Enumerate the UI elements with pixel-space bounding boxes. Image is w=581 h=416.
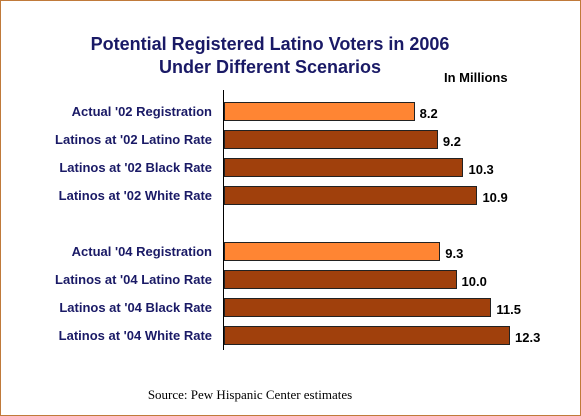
bar-value-label: 10.9 xyxy=(482,190,508,205)
bar xyxy=(224,186,478,205)
bar xyxy=(224,298,492,317)
chart-title-line-1: Potential Registered Latino Voters in 20… xyxy=(90,34,450,54)
bar-value-label: 11.5 xyxy=(496,302,521,317)
bar xyxy=(224,242,441,261)
source-note: Source: Pew Hispanic Center estimates xyxy=(147,387,353,402)
category-label: Latinos at '02 Latino Rate xyxy=(55,132,212,147)
bar xyxy=(224,270,457,289)
bar-value-label: 9.2 xyxy=(442,134,461,149)
category-label: Latinos at '04 Black Rate xyxy=(59,300,212,315)
bar xyxy=(224,102,415,121)
bar-value-label: 9.3 xyxy=(445,246,464,261)
bar xyxy=(224,130,438,149)
category-label: Actual '02 Registration xyxy=(71,104,212,119)
bar-value-label: 10.3 xyxy=(468,162,494,177)
category-axis-line xyxy=(223,90,224,350)
category-label: Latinos at '04 Latino Rate xyxy=(55,272,212,287)
category-label: Latinos at '04 White Rate xyxy=(58,328,212,343)
bar-value-label: 10.0 xyxy=(461,274,487,289)
category-label: Latinos at '02 White Rate xyxy=(58,188,212,203)
bar xyxy=(224,158,464,177)
bar xyxy=(224,326,510,345)
bar-value-label: 8.2 xyxy=(419,106,438,121)
chart-title: Potential Registered Latino Voters in 20… xyxy=(60,33,480,79)
category-label: Latinos at '02 Black Rate xyxy=(59,160,212,175)
units-label: In Millions xyxy=(444,70,508,85)
category-label: Actual '04 Registration xyxy=(71,244,212,259)
bar-value-label: 12.3 xyxy=(515,330,541,345)
chart-title-line-2: Under Different Scenarios xyxy=(158,57,382,77)
